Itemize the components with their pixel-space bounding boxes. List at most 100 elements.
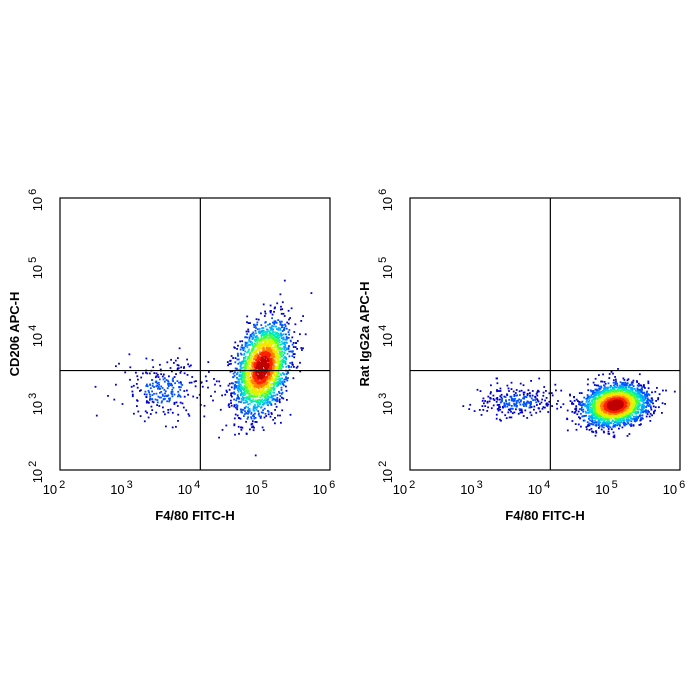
event-dot [468, 408, 471, 410]
event-dot [275, 365, 278, 368]
event-dot [253, 351, 256, 354]
event-dot [177, 357, 179, 359]
event-dot [275, 378, 277, 380]
event-dot [266, 343, 269, 346]
event-dot [520, 389, 523, 392]
tick-base: 10 [30, 469, 45, 483]
event-dot [234, 381, 237, 383]
event-dot [286, 399, 288, 401]
event-dot [246, 396, 249, 399]
event-dot [242, 402, 245, 404]
event-dot [628, 414, 631, 417]
event-dot [507, 387, 510, 390]
event-dot [255, 327, 257, 329]
event-dot [645, 391, 648, 393]
event-dot [246, 333, 248, 335]
plot-frame [59, 197, 331, 471]
event-dot [270, 338, 273, 341]
event-dot [641, 394, 644, 397]
event-dot [214, 383, 216, 386]
event-dot [160, 385, 163, 388]
event-dot [526, 394, 529, 397]
event-dot [256, 381, 259, 384]
event-dot [647, 382, 650, 385]
event-dot [291, 336, 294, 339]
event-dot [251, 341, 253, 344]
event-dot [273, 338, 275, 341]
event-dot [587, 407, 590, 409]
event-dot [616, 421, 619, 424]
event-dot [255, 352, 258, 354]
event-dot [233, 405, 236, 408]
event-dot [292, 377, 295, 380]
event-dot [257, 358, 260, 360]
event-dot [167, 394, 170, 397]
event-dot [640, 411, 643, 414]
event-dot [624, 407, 627, 410]
event-dot [285, 327, 288, 330]
event-dot [247, 349, 250, 352]
event-dot [279, 329, 282, 331]
event-dot [527, 401, 530, 403]
event-dot [507, 408, 510, 411]
event-dot [280, 393, 283, 395]
event-dot [626, 435, 629, 437]
event-dot [274, 355, 277, 358]
event-dot [240, 374, 243, 376]
event-dot [263, 377, 265, 380]
tick-exponent: 3 [27, 393, 39, 399]
event-dot [646, 413, 649, 415]
event-dot [274, 381, 277, 384]
event-dot [294, 323, 297, 326]
event-dot [171, 393, 174, 396]
event-dot [279, 293, 282, 296]
event-dot [273, 382, 275, 385]
event-dot [252, 415, 254, 417]
event-dot [269, 304, 272, 307]
event-dot [289, 413, 292, 416]
event-dot [225, 389, 228, 392]
event-dot [253, 426, 255, 429]
event-dot [239, 375, 241, 377]
event-dot [242, 349, 245, 352]
event-dot [263, 395, 266, 397]
event-dot [236, 352, 239, 355]
event-dot [616, 382, 618, 385]
event-dot [614, 383, 617, 385]
event-dot [282, 338, 285, 341]
event-dot [262, 409, 264, 412]
event-dot [648, 411, 650, 413]
event-dot [277, 368, 279, 371]
event-dot [236, 377, 239, 380]
tick-base: 10 [30, 197, 45, 211]
event-dot [243, 384, 246, 387]
event-dot [252, 331, 255, 334]
y-tick-label: 106 [27, 189, 45, 212]
event-dot [176, 364, 179, 366]
event-dot [173, 376, 176, 378]
event-dot [254, 367, 257, 370]
event-dot [633, 409, 635, 412]
event-dot [265, 345, 268, 348]
event-dot [135, 383, 138, 385]
event-dot [244, 410, 246, 413]
event-dot [629, 406, 632, 409]
event-dot [151, 382, 154, 385]
event-dot [294, 342, 297, 344]
event-dot [637, 397, 639, 399]
event-dot [256, 386, 258, 388]
event-dot [293, 353, 296, 355]
event-dot [286, 379, 289, 382]
event-dot [625, 386, 628, 388]
event-dot [602, 406, 604, 409]
event-dot [251, 390, 254, 393]
event-dot [609, 415, 611, 418]
event-dot [592, 411, 594, 414]
event-dot [634, 402, 636, 405]
event-dot [594, 409, 597, 411]
event-dot [264, 325, 267, 328]
event-dot [273, 307, 276, 310]
event-dot [522, 415, 525, 417]
event-dot [496, 398, 499, 401]
event-dot [610, 414, 612, 417]
